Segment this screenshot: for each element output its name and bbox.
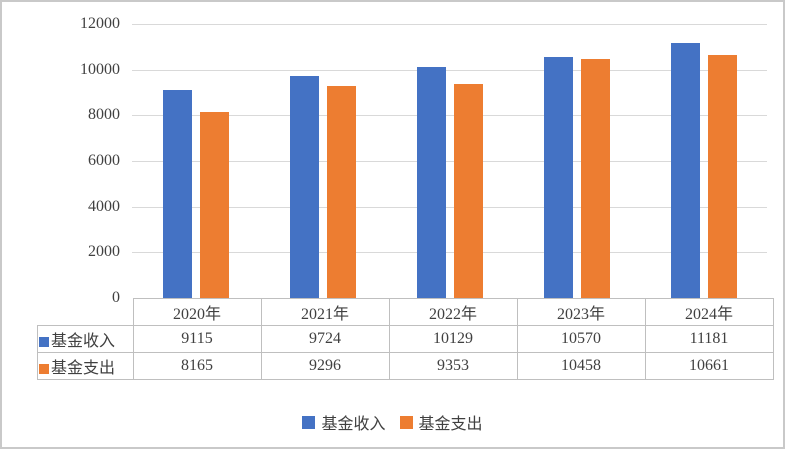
- bar-基金支出-2020年: [199, 111, 229, 298]
- gridline: [132, 24, 767, 25]
- bar-基金支出-2021年: [326, 85, 356, 298]
- y-tick-label: 4000: [88, 197, 120, 215]
- y-tick-label: 10000: [80, 60, 120, 78]
- year-header-cell: 2021年: [260, 298, 390, 326]
- bar-group-2020年: [132, 24, 259, 298]
- bar-group-2023年: [513, 24, 640, 298]
- y-tick-label: 0: [112, 289, 120, 306]
- legend-item-基金支出: 基金支出: [399, 410, 483, 434]
- y-tick-label: 12000: [80, 15, 120, 32]
- value-cell: 9115: [132, 325, 262, 353]
- legend-label: 基金支出: [418, 416, 483, 433]
- series-label: 基金支出: [51, 360, 116, 377]
- table-row-基金收入: 基金收入 9115 9724 10129 10570 11181: [37, 325, 774, 353]
- bar-groups: [132, 24, 767, 298]
- legend-square-icon: [399, 415, 413, 429]
- value-cell: 9353: [388, 352, 518, 380]
- table-header-row: 2020年 2021年 2022年 2023年 2024年: [38, 298, 774, 326]
- year-header-cell: 2024年: [644, 298, 774, 326]
- value-cell: 10661: [644, 352, 774, 380]
- bar-基金支出-2023年: [580, 59, 610, 298]
- y-tick-label: 8000: [88, 106, 120, 124]
- legend-label: 基金收入: [321, 416, 386, 433]
- gridline: [132, 252, 767, 254]
- value-cell: 10570: [516, 325, 646, 353]
- year-header-cell: 2023年: [516, 298, 646, 326]
- gridline: [132, 206, 767, 208]
- table-body: 2020年 2021年 2022年 2023年 2024年 基金收入 9115 9724 10…: [37, 298, 774, 380]
- data-table: 2020年 2021年 2022年 2023年 2024年 基金收入 9115 9724 10…: [37, 298, 774, 380]
- bar-group-2021年: [259, 24, 386, 298]
- gridline: [132, 69, 767, 71]
- y-tick-label: 6000: [88, 152, 120, 169]
- bar-group-2022年: [386, 24, 513, 298]
- legend-key-icon: [39, 364, 49, 374]
- gridline: [132, 115, 767, 117]
- bar-基金收入-2024年: [670, 42, 700, 298]
- y-tick-label: 2000: [88, 243, 120, 261]
- legend-square-icon: [302, 415, 316, 429]
- bar-group-2024年: [640, 24, 767, 298]
- bar-基金支出-2022年: [453, 84, 483, 298]
- bar-基金收入-2023年: [543, 56, 573, 298]
- year-header-cell: 2020年: [132, 298, 262, 326]
- legend-item-基金收入: 基金收入: [302, 410, 386, 434]
- value-cell: 11181: [644, 325, 774, 353]
- row-header-cell: 基金支出: [37, 352, 134, 380]
- bar-基金收入-2022年: [416, 66, 446, 298]
- year-header-cell: 2022年: [388, 298, 518, 326]
- value-cell: 9724: [260, 325, 390, 353]
- legend: 基金收入 基金支出: [2, 408, 783, 436]
- value-cell: 10458: [516, 352, 646, 380]
- table-corner-cell: [38, 299, 134, 326]
- bar-基金收入-2021年: [289, 75, 319, 298]
- bar-基金支出-2024年: [707, 54, 737, 298]
- value-cell: 10129: [388, 325, 518, 353]
- bar-基金收入-2020年: [162, 89, 192, 298]
- legend-key-icon: [39, 337, 49, 347]
- row-header-cell: 基金收入: [37, 325, 134, 353]
- series-label: 基金收入: [51, 333, 116, 350]
- value-cell: 9296: [260, 352, 390, 380]
- value-cell: 8165: [132, 352, 262, 380]
- table-row-基金支出: 基金支出 8165 9296 9353 10458 10661: [37, 352, 774, 380]
- y-axis: 12000 10000 8000 6000 4000 2000 0: [2, 15, 120, 306]
- gridline: [132, 161, 767, 162]
- plot-area: [132, 24, 767, 298]
